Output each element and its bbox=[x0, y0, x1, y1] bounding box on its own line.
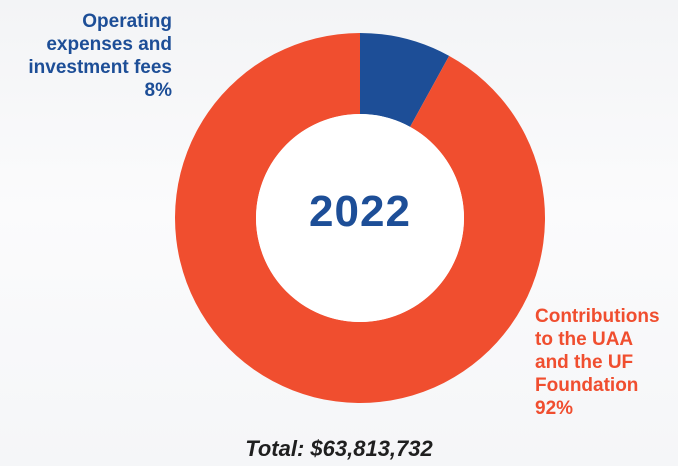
donut-slices bbox=[175, 33, 546, 403]
chart-year-title: 2022 bbox=[309, 187, 411, 236]
contributions-label: Contributions to the UAA and the UF Foun… bbox=[535, 306, 660, 419]
total-amount: Total: $63,813,732 bbox=[245, 436, 433, 461]
operating-expenses-label: Operating expenses and investment fees 8… bbox=[28, 11, 172, 101]
donut-hole bbox=[256, 114, 464, 322]
slice-operating-expenses bbox=[360, 33, 450, 127]
slice-contributions bbox=[175, 33, 546, 403]
